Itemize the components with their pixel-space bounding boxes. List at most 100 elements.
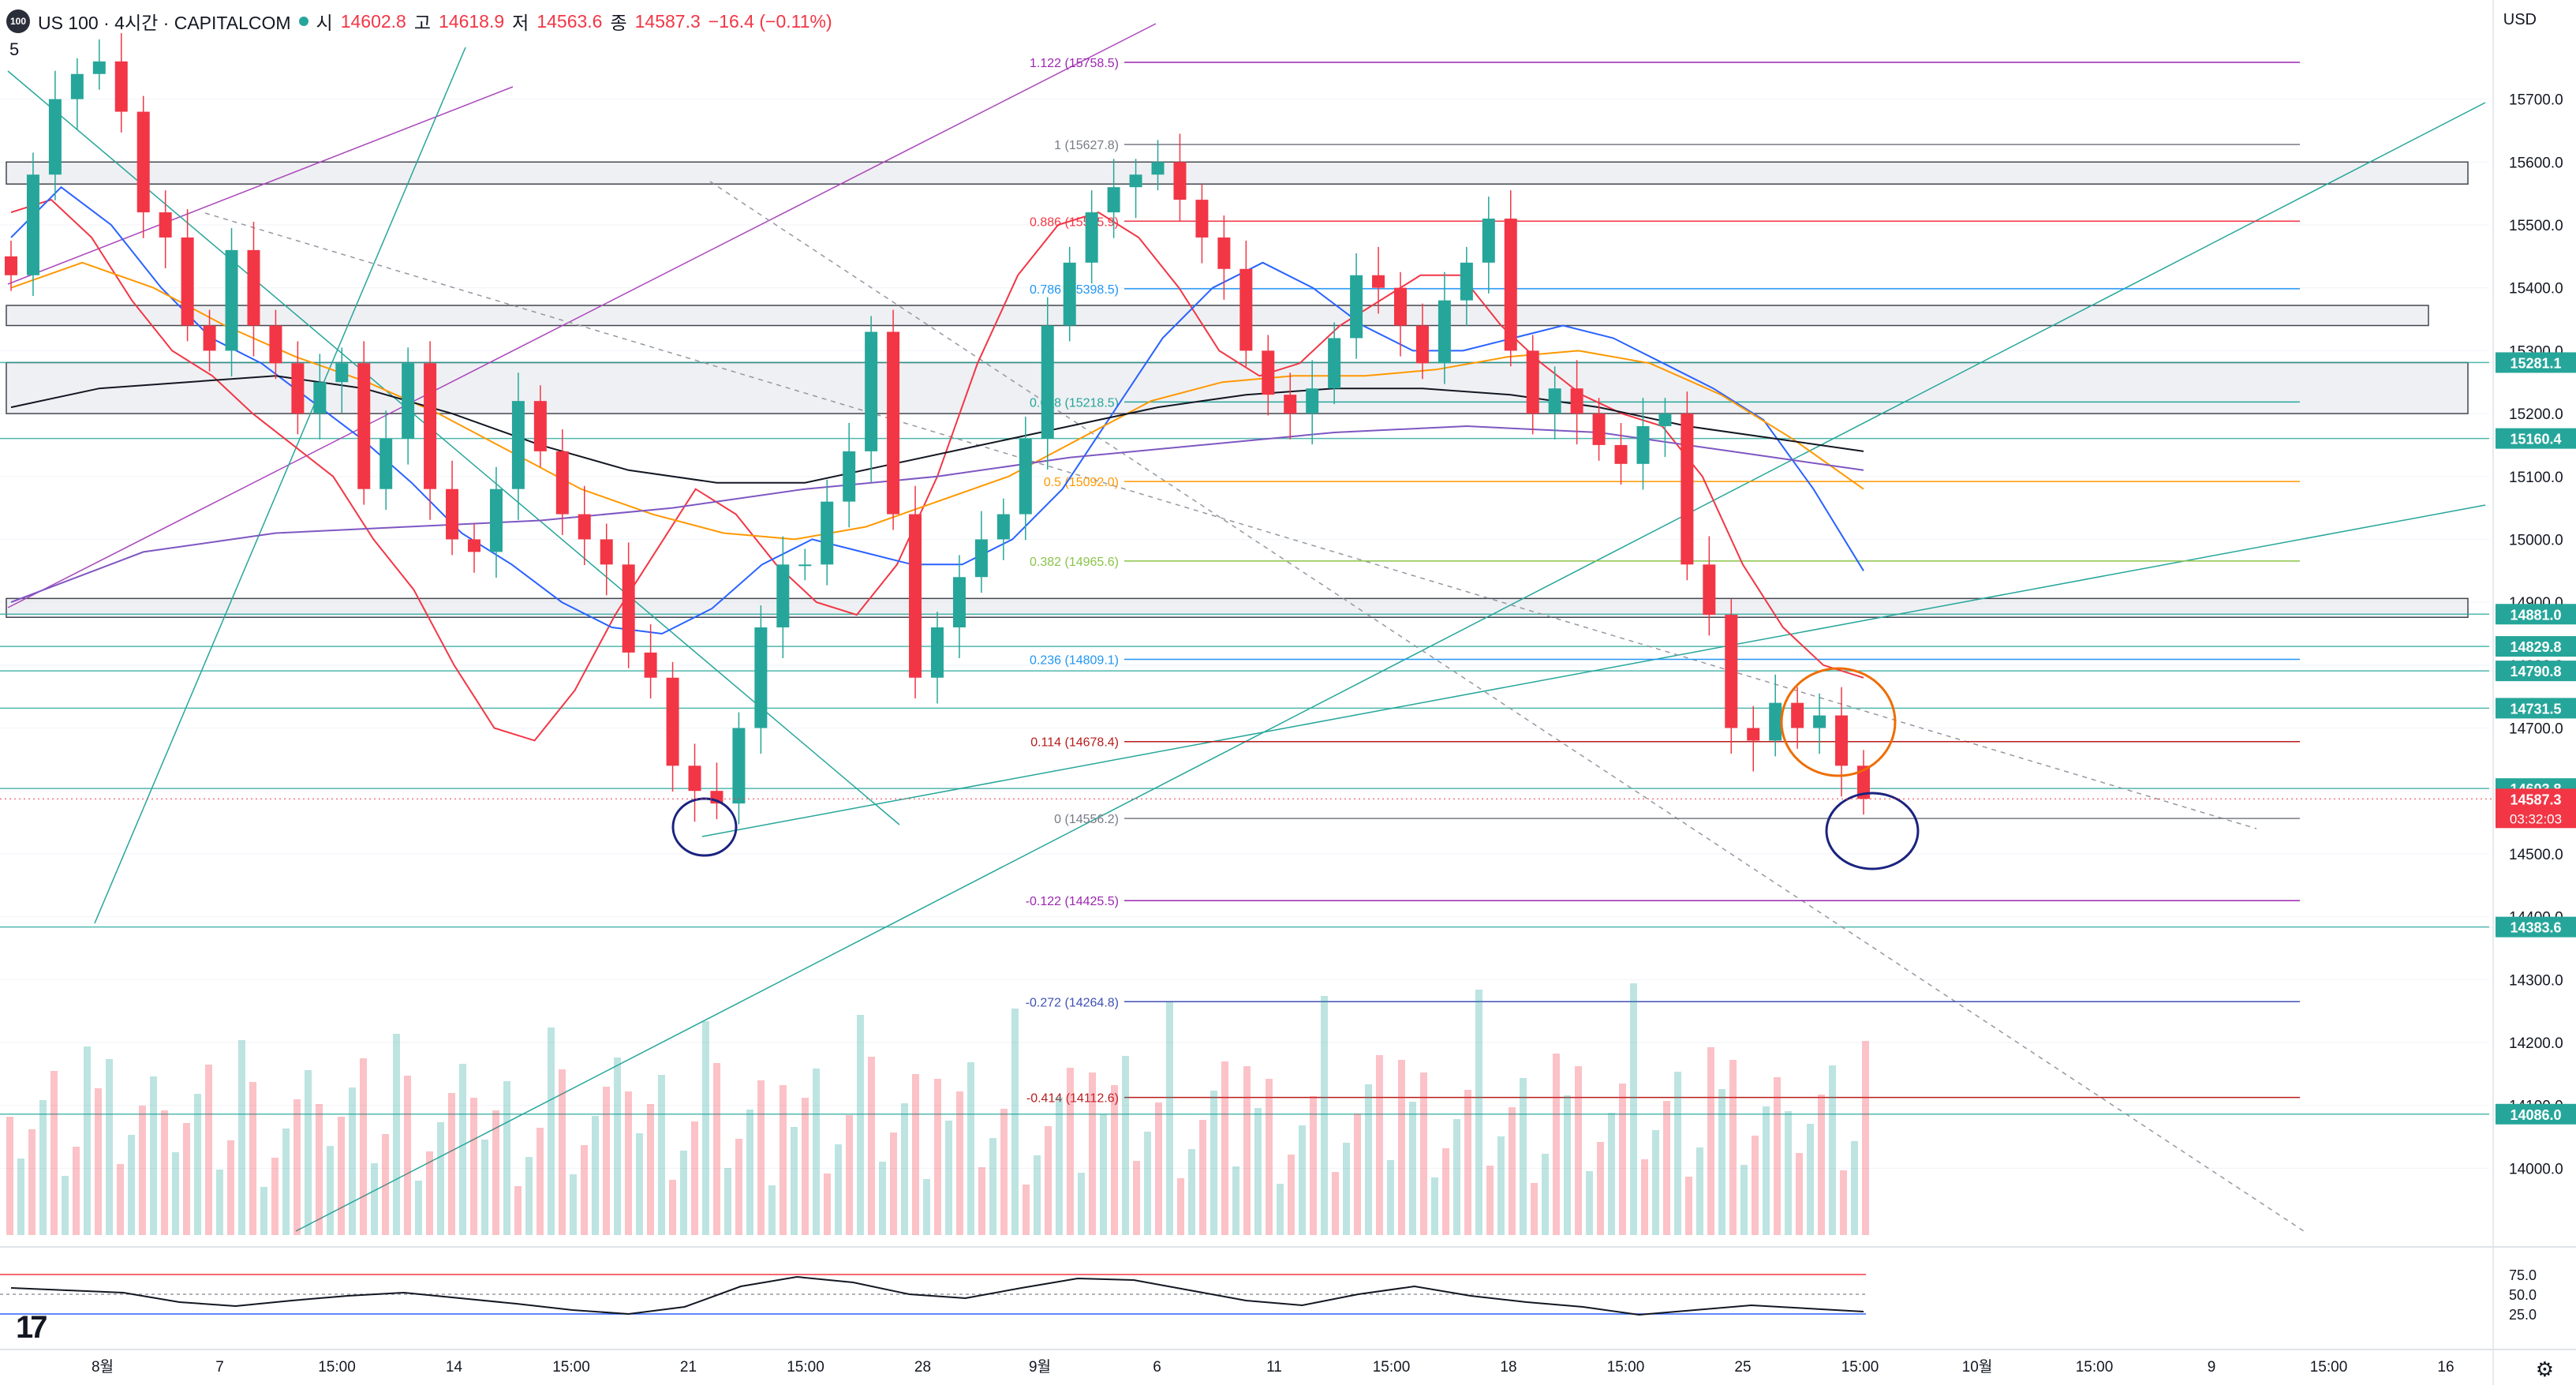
- volume-bar: [1232, 1166, 1239, 1235]
- symbol-logo-icon: 100: [6, 9, 30, 33]
- candle-body: [424, 363, 437, 489]
- gear-icon[interactable]: ⚙: [2535, 1357, 2554, 1381]
- volume-bar: [1089, 1072, 1096, 1235]
- candle-body: [1350, 275, 1363, 339]
- volume-bar: [1564, 1095, 1571, 1235]
- candle-body: [974, 539, 988, 578]
- symbol-title[interactable]: US 100 · 4시간 · CAPITALCOM: [38, 13, 291, 33]
- volume-bar: [1343, 1143, 1350, 1235]
- volume-bar: [316, 1104, 323, 1235]
- volume-bar: [327, 1146, 334, 1235]
- open-value: 14602.8: [340, 10, 406, 32]
- price-badge: [2496, 352, 2576, 373]
- volume-bar: [1652, 1130, 1659, 1235]
- volume-bar: [73, 1147, 80, 1235]
- volume-bar: [768, 1185, 776, 1235]
- candle-body: [1791, 702, 1804, 728]
- time-tick-label: 15:00: [318, 1359, 356, 1376]
- indicator-level-label: 25.0: [2509, 1307, 2537, 1323]
- fib-level-label: 0.886 (15505.9): [1030, 215, 1119, 229]
- trend-line: [701, 504, 2486, 837]
- volume-bar: [1354, 1114, 1361, 1235]
- time-tick-label: 15:00: [1373, 1359, 1411, 1376]
- candle-body: [1835, 715, 1849, 766]
- fib-level-label: -0.122 (14425.5): [1026, 895, 1119, 908]
- time-tick-label: 16: [2437, 1359, 2454, 1376]
- time-tick-label: 11: [1266, 1359, 1282, 1376]
- candle-body: [269, 325, 282, 364]
- volume-bar: [183, 1123, 190, 1235]
- volume-bar: [1398, 1060, 1405, 1235]
- candle-body: [1085, 212, 1098, 263]
- currency-label[interactable]: USD: [2503, 11, 2537, 28]
- volume-bar: [813, 1069, 820, 1235]
- time-tick-label: 9: [2208, 1359, 2216, 1376]
- price-badge-label: 14383.6: [2510, 920, 2561, 936]
- time-tick-label: 15:00: [2076, 1359, 2114, 1376]
- volume-bar: [1078, 1173, 1085, 1235]
- volume-bar: [194, 1094, 201, 1235]
- trend-line: [7, 70, 900, 825]
- supply-demand-zone: [6, 161, 2469, 185]
- volume-bar: [481, 1140, 488, 1235]
- volume-bar: [1707, 1047, 1714, 1235]
- candle-body: [1195, 200, 1209, 238]
- trend-line: [94, 47, 466, 924]
- volume-bar: [1464, 1090, 1471, 1235]
- tradingview-logo-icon[interactable]: 17: [16, 1310, 47, 1345]
- volume-bar: [1608, 1113, 1615, 1235]
- time-tick-label: 6: [1153, 1359, 1161, 1376]
- volume-bar: [824, 1174, 831, 1235]
- indicator-legend[interactable]: 5: [9, 39, 20, 59]
- candle-body: [996, 514, 1010, 540]
- candle-body: [114, 61, 128, 112]
- volume-bar: [271, 1158, 279, 1235]
- volume-bar: [1685, 1177, 1692, 1235]
- volume-bar: [559, 1069, 566, 1235]
- volume-bar: [835, 1144, 842, 1235]
- price-badge: [2496, 661, 2576, 682]
- volume-bar: [437, 1122, 444, 1235]
- price-badge-label: 14829.8: [2510, 639, 2561, 655]
- candle-body: [181, 237, 194, 326]
- volume-bar: [603, 1087, 610, 1235]
- candle-body: [666, 677, 679, 766]
- time-tick-label: 25: [1734, 1359, 1751, 1376]
- trend-line: [7, 86, 514, 285]
- volume-bar: [1796, 1153, 1803, 1235]
- candle-body: [1725, 615, 1738, 728]
- moving-average-line: [10, 425, 1864, 604]
- candle-body: [1262, 350, 1275, 395]
- volume-bar: [1862, 1041, 1869, 1235]
- volume-bar: [39, 1100, 47, 1235]
- candle-body: [5, 256, 17, 275]
- volume-bar: [669, 1180, 676, 1235]
- price-tick-label: 14300.0: [2509, 972, 2563, 989]
- volume-bar: [890, 1132, 897, 1235]
- volume-bar: [1718, 1089, 1725, 1235]
- candle-body: [688, 765, 701, 792]
- volume-bar: [1111, 1085, 1118, 1235]
- volume-bar: [1740, 1165, 1748, 1235]
- supply-demand-zone: [6, 361, 2469, 414]
- time-tick-label: 21: [680, 1359, 697, 1376]
- volume-bar: [1122, 1056, 1129, 1235]
- volume-bar: [702, 1021, 709, 1235]
- volume-bar: [470, 1098, 477, 1235]
- supply-demand-zone: [6, 305, 2429, 327]
- price-badge: [2496, 636, 2576, 657]
- fib-level-label: 0.5 (15092.0): [1044, 476, 1119, 489]
- candle-body: [1394, 287, 1407, 326]
- volume-bar: [1387, 1160, 1394, 1235]
- candle-body: [1636, 426, 1650, 464]
- open-label: 시: [316, 13, 333, 33]
- volume-bar: [1509, 1107, 1516, 1235]
- volume-bar: [172, 1152, 179, 1235]
- volume-bar: [724, 1168, 731, 1235]
- candle-body: [887, 331, 900, 515]
- current-price-badge: [2496, 788, 2576, 829]
- candle-body: [247, 249, 260, 326]
- trend-line: [204, 212, 2257, 829]
- candle-body: [1504, 219, 1517, 351]
